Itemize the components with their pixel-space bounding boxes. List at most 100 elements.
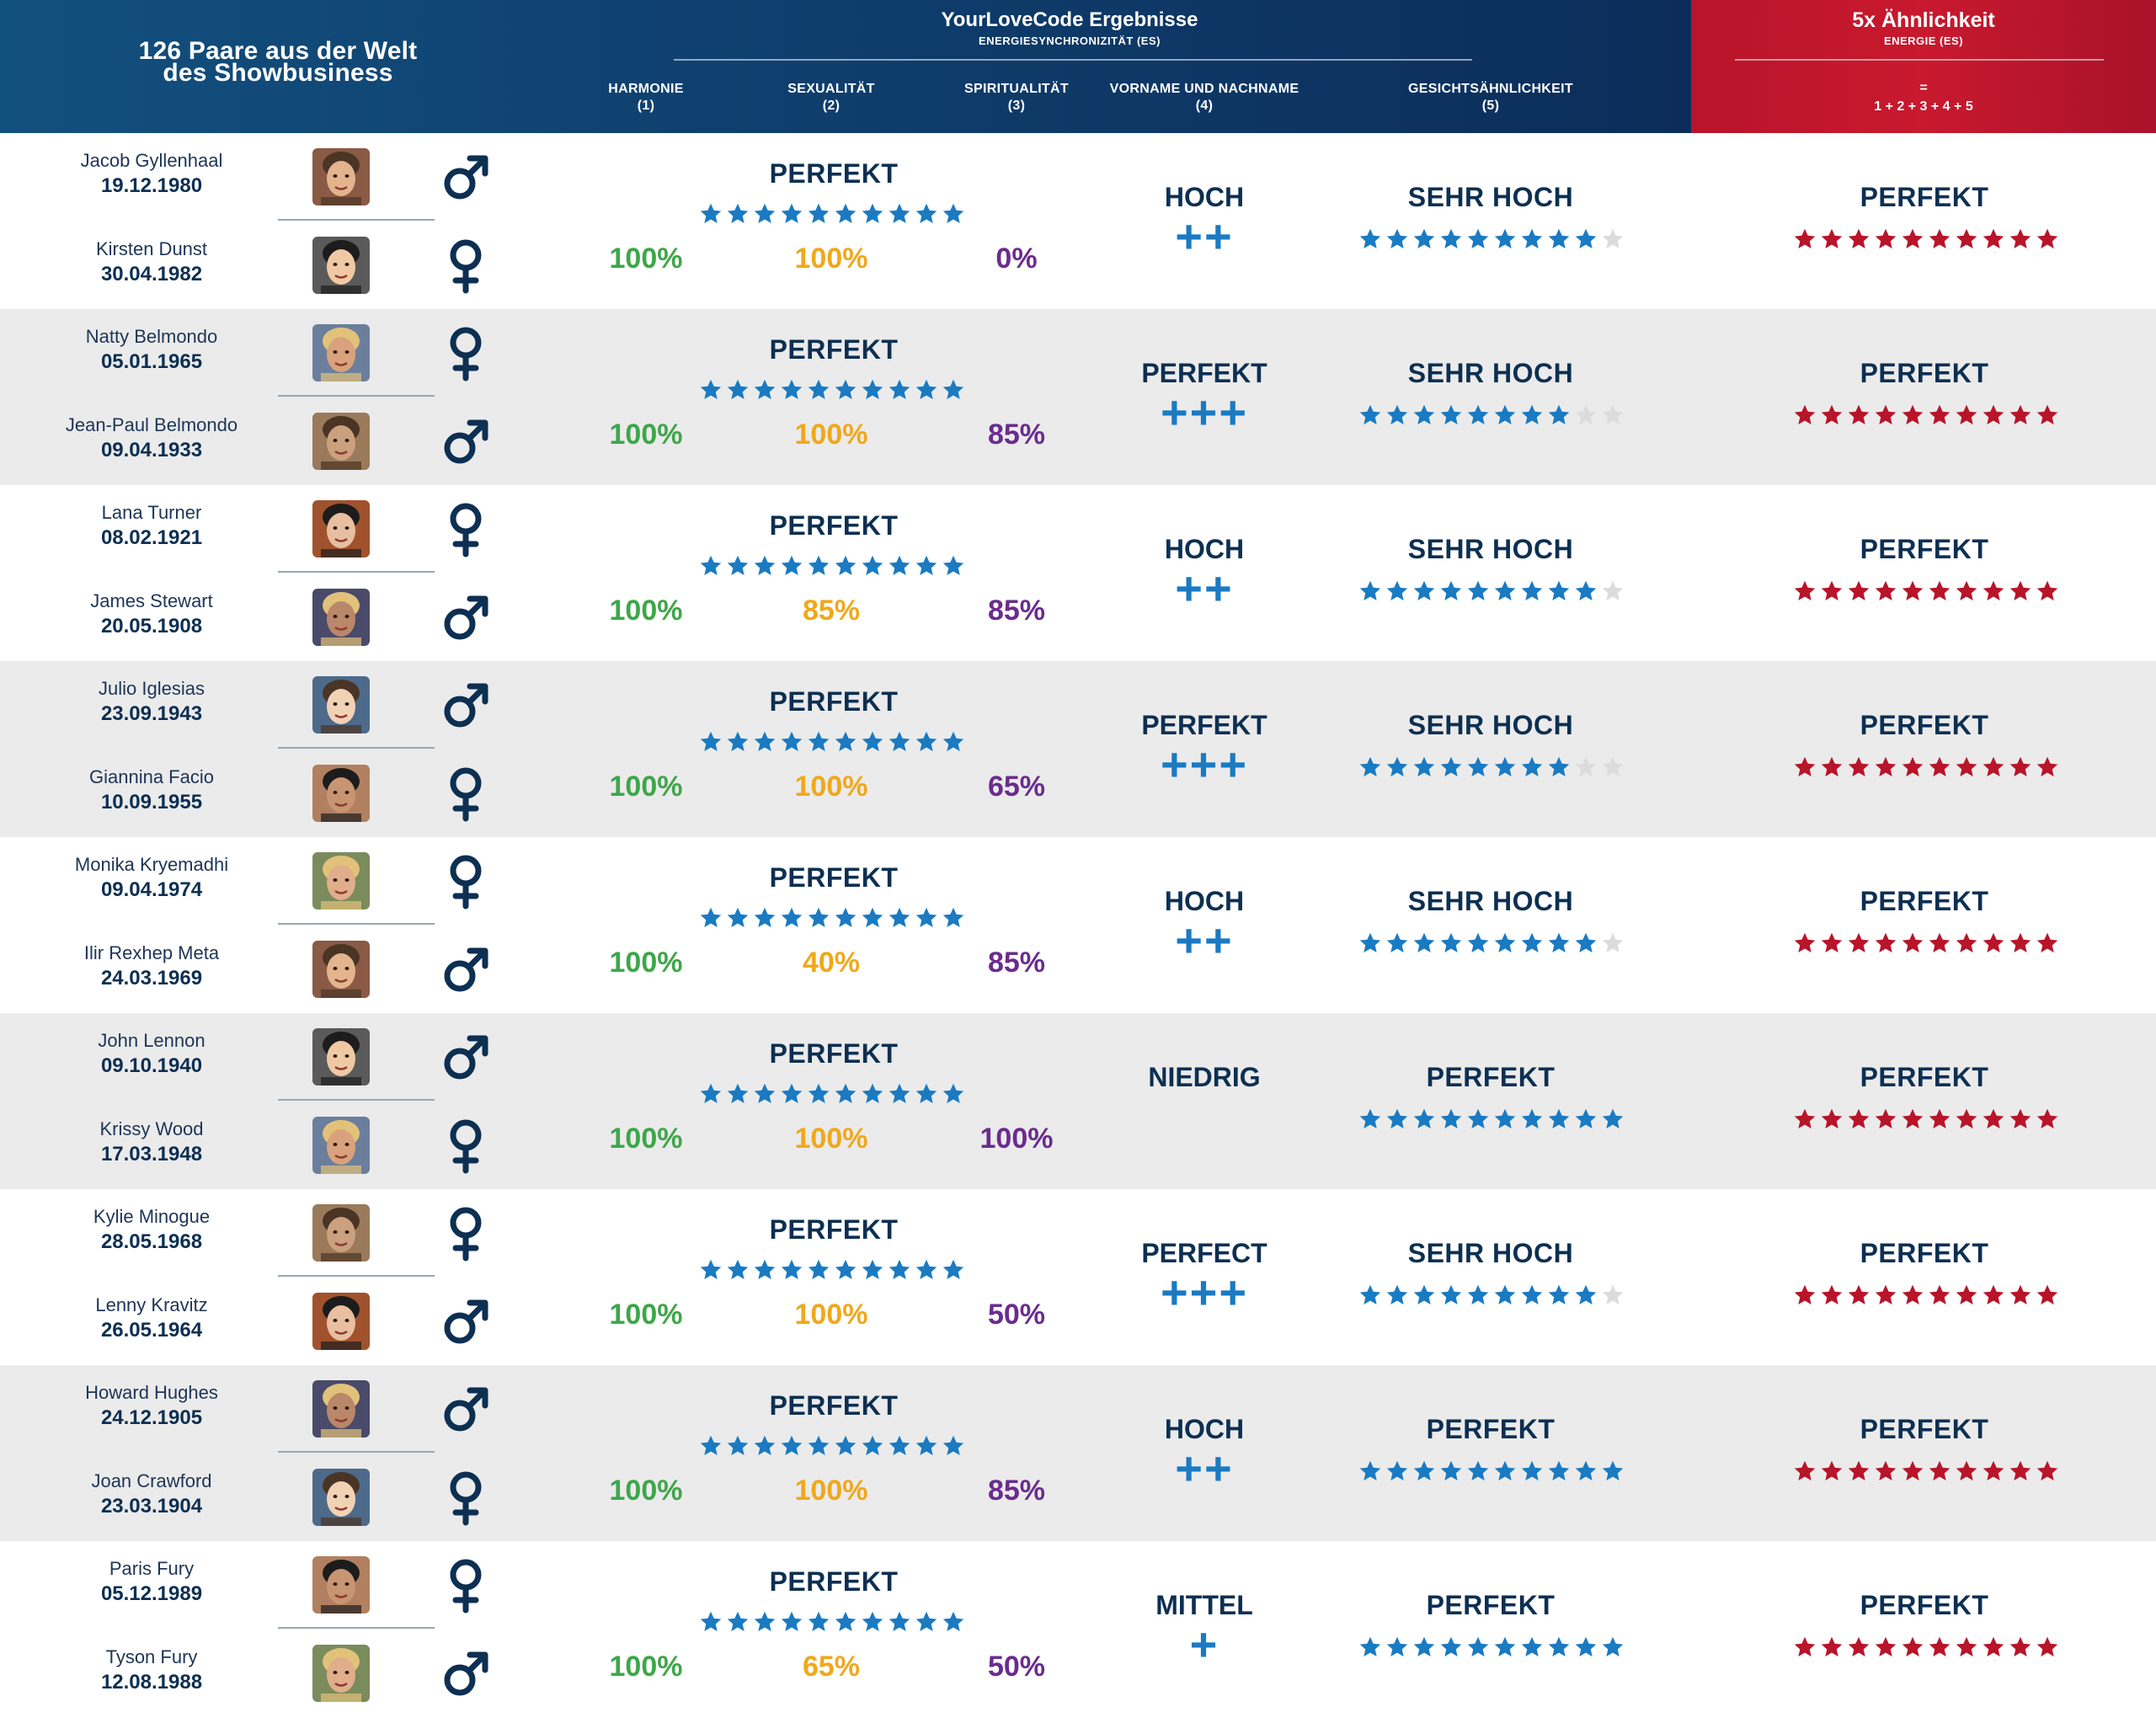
person-name: Lenny Kravitz: [95, 1294, 208, 1315]
face-similarity-star: [1359, 580, 1381, 600]
total-similarity-star: [1848, 1460, 1870, 1480]
face-similarity-stars: [1358, 579, 1625, 603]
face-similarity-star: [1467, 932, 1489, 952]
face-similarity-star: [1413, 756, 1435, 776]
total-similarity-star: [1956, 404, 1977, 424]
face-similarity-star: [1386, 228, 1408, 248]
face-similarity-star: [1413, 228, 1435, 248]
energy-sync-star: [942, 379, 964, 399]
column-label: VORNAME UND NACHNAME: [1109, 82, 1299, 96]
table-row: Natty Belmondo 05.01.1965 Jean-Paul Belmon…: [0, 309, 2156, 485]
person-birthdate: 19.12.1980: [100, 174, 203, 197]
face-similarity-star: [1548, 1284, 1570, 1304]
energy-sync-label: PERFEKT: [769, 1214, 899, 1245]
energy-sync-star: [889, 555, 910, 575]
spirituality-value: 0%: [995, 243, 1038, 275]
person-birthdate: 30.04.1982: [100, 263, 203, 285]
harmony-value: 100%: [609, 1299, 683, 1331]
face-similarity-star: [1413, 580, 1435, 600]
energy-sync-label: PERFEKT: [769, 1566, 899, 1597]
total-similarity-label: PERFEKT: [1860, 710, 1989, 740]
energy-sync-stars: [699, 1434, 965, 1458]
total-similarity-stars: [1793, 1283, 2059, 1307]
face-similarity-star: [1359, 1636, 1381, 1656]
face-similarity-star: [1494, 756, 1516, 776]
energy-sync-star: [754, 1083, 776, 1103]
energy-sync-star: [781, 1259, 803, 1279]
energy-sync-label: PERFEKT: [769, 862, 899, 893]
male-icon: [440, 941, 492, 998]
name-match-plus: ++: [1175, 210, 1234, 263]
divider: [278, 1451, 435, 1453]
person-2: James Stewart 20.05.1908: [34, 589, 270, 639]
face-similarity-star: [1440, 228, 1462, 248]
total-similarity-star: [1821, 932, 1843, 952]
face-similarity-star: [1494, 580, 1516, 600]
total-similarity-star: [1848, 580, 1870, 600]
face-similarity-star: [1548, 1108, 1570, 1128]
energy-sync-star: [727, 907, 749, 927]
person-birthdate: 17.03.1948: [100, 1143, 203, 1166]
total-similarity-star: [1983, 1108, 2004, 1128]
total-similarity-star: [1929, 932, 1951, 952]
table-row: Lana Turner 08.02.1921 James Stewart 20.05.…: [0, 485, 2156, 661]
person-birthdate: 09.04.1974: [100, 878, 203, 901]
total-similarity-star: [1794, 228, 1816, 248]
face-similarity-star: [1440, 756, 1462, 776]
face-similarity-label: SEHR HOCH: [1407, 886, 1574, 916]
male-icon: [440, 676, 492, 733]
energy-sync-star: [727, 1083, 749, 1103]
face-similarity-star: [1521, 756, 1543, 776]
energy-sync-stars: [699, 1258, 965, 1282]
energy-sync-star: [942, 555, 964, 575]
name-match-label: MITTEL: [1155, 1590, 1253, 1620]
energy-sync-star: [915, 1083, 937, 1103]
energy-sync-star: [808, 907, 830, 927]
energy-sync-star: [727, 731, 749, 751]
energy-sync-star: [915, 1435, 937, 1455]
energy-sync-star: [942, 1435, 964, 1455]
person-photo: [312, 500, 370, 557]
person-photo: [312, 1380, 370, 1438]
person-1: Lana Turner 08.02.1921: [34, 500, 270, 551]
face-similarity-star: [1359, 1108, 1381, 1128]
face-similarity-star: [1494, 404, 1516, 424]
energy-sync-star: [862, 1611, 883, 1631]
name-match-label: HOCH: [1164, 182, 1245, 212]
person-photo: [312, 852, 370, 910]
header-red-panel: 5x Ähnlichkeit ENERGIE (ES) = 1 + 2 + 3 …: [1691, 0, 2156, 133]
energy-sync-stars: [699, 554, 965, 578]
total-similarity-star: [1848, 1108, 1870, 1128]
face-similarity-star: [1413, 1460, 1435, 1480]
total-similarity-star: [1902, 1636, 1924, 1656]
energy-sync-star: [915, 203, 937, 223]
male-icon: [440, 1028, 492, 1086]
spirituality-value: 85%: [987, 1475, 1046, 1507]
energy-sync-stars: [699, 1610, 965, 1634]
face-similarity-star: [1386, 1460, 1408, 1480]
energy-sync-star: [942, 731, 964, 751]
total-similarity-star: [1875, 1108, 1897, 1128]
energy-sync-star: [889, 1259, 910, 1279]
face-similarity-star: [1575, 404, 1597, 424]
total-similarity-star: [1848, 1636, 1870, 1656]
total-similarity-star: [1929, 756, 1951, 776]
total-similarity-label: PERFEKT: [1860, 1590, 1989, 1620]
total-similarity-star: [2009, 756, 2031, 776]
total-similarity-star: [1848, 756, 1870, 776]
face-similarity-star: [1413, 932, 1435, 952]
face-similarity-star: [1386, 1108, 1408, 1128]
total-similarity-star: [1848, 1284, 1870, 1304]
energy-sync-star: [808, 1611, 830, 1631]
face-similarity-star: [1467, 228, 1489, 248]
header-blue-panel: 126 Paare aus der Welt des Showbusiness …: [0, 0, 1691, 133]
total-similarity-star: [1983, 756, 2004, 776]
energy-sync-star: [700, 379, 722, 399]
person-name: Joan Crawford: [91, 1470, 212, 1491]
face-similarity-star: [1386, 580, 1408, 600]
person-name: Krissy Wood: [99, 1118, 204, 1139]
energy-sync-star: [754, 555, 776, 575]
spirituality-value: 50%: [987, 1651, 1046, 1683]
name-match-plus: ++: [1175, 1442, 1234, 1495]
total-similarity-star: [2009, 580, 2031, 600]
